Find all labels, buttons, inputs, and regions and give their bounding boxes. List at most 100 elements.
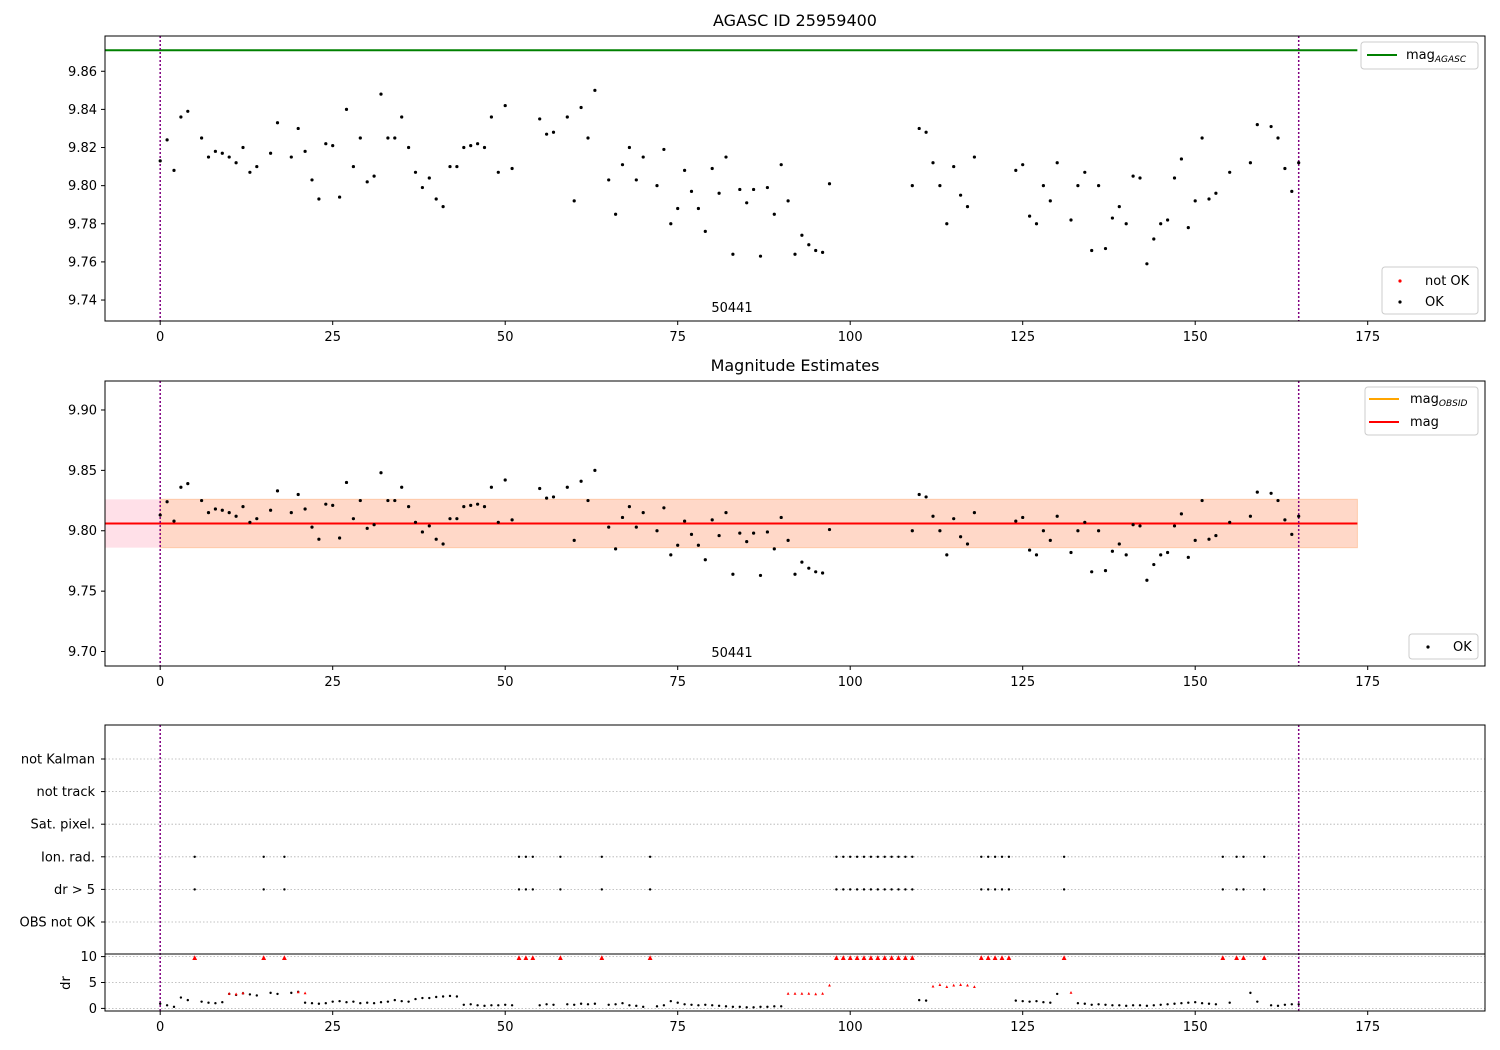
- dr-not-ok-point: [523, 955, 529, 961]
- flag-point: [1242, 888, 1245, 891]
- ok-point: [234, 161, 238, 165]
- ok-point: [1179, 512, 1183, 516]
- ok-point: [1034, 222, 1039, 226]
- ok-point: [669, 553, 673, 557]
- dr-not-ok-point: [973, 985, 976, 989]
- dr-ok-point: [1049, 1001, 1052, 1004]
- flag-point: [193, 855, 196, 858]
- flag-point: [1235, 855, 1238, 858]
- dr-ok-point: [1118, 1004, 1121, 1007]
- ok-point: [710, 166, 714, 171]
- ok-point: [503, 478, 507, 482]
- dr-not-ok-point: [793, 991, 797, 995]
- dr-ok-point: [1194, 1000, 1197, 1004]
- ok-point: [338, 195, 342, 199]
- ok-point: [441, 542, 445, 546]
- ok-point: [593, 88, 597, 92]
- flag-point: [193, 888, 196, 891]
- dr-not-ok-point: [1061, 955, 1067, 961]
- ok-point: [696, 543, 701, 547]
- ok-point: [1200, 498, 1204, 503]
- ok-point: [289, 155, 293, 159]
- ok-point: [579, 479, 583, 483]
- dr-ok-point: [359, 1002, 362, 1005]
- dr-ok-point: [345, 1000, 348, 1004]
- flag-point: [980, 888, 983, 891]
- flag-point: [897, 888, 900, 891]
- ok-point: [814, 248, 818, 253]
- y-tick-label: 5: [89, 976, 97, 991]
- dr-ok-point: [386, 1000, 390, 1003]
- ok-point: [779, 515, 783, 520]
- dr-ok-point: [407, 1000, 410, 1003]
- flag-point: [517, 888, 521, 891]
- dr-not-ok-point: [282, 955, 287, 961]
- dr-ok-point: [393, 998, 396, 1002]
- dr-ok-point: [1276, 1004, 1280, 1008]
- dr-not-ok-point: [854, 955, 860, 961]
- dr-ok-point: [711, 1004, 714, 1007]
- ok-point: [469, 503, 473, 507]
- dr-ok-point: [165, 1004, 169, 1007]
- ok-point: [1297, 161, 1301, 165]
- ok-point: [1048, 199, 1052, 203]
- ok-point: [1276, 136, 1280, 140]
- dr-ok-point: [214, 1002, 217, 1005]
- y-tick-label: 9.74: [68, 294, 97, 309]
- ok-point: [1117, 542, 1121, 546]
- x-tick-label: 0: [156, 1020, 164, 1035]
- dr-ok-point: [1125, 1004, 1128, 1008]
- y-tick-label: 9.85: [68, 464, 97, 479]
- ok-point: [1021, 515, 1025, 520]
- ok-point: [1200, 136, 1204, 140]
- ok-point: [255, 517, 259, 521]
- ok-point: [669, 222, 673, 226]
- ok-point: [952, 164, 956, 169]
- flag-point: [862, 855, 866, 858]
- ok-point: [1138, 176, 1142, 180]
- ok-point: [1097, 529, 1101, 533]
- ok-point: [779, 163, 783, 167]
- ok-point: [200, 498, 204, 503]
- ok-point: [938, 184, 942, 188]
- x-tick-label: 75: [669, 1020, 686, 1035]
- x-tick-label: 25: [324, 330, 341, 345]
- ok-point: [386, 136, 390, 140]
- ok-point: [1110, 549, 1114, 553]
- y-tick-label: 9.84: [68, 103, 97, 118]
- ok-point: [455, 517, 459, 521]
- ok-point: [1276, 498, 1280, 503]
- flag-point: [904, 855, 907, 858]
- ok-point: [827, 182, 832, 186]
- ok-point: [1283, 518, 1287, 522]
- ok-point: [324, 502, 328, 506]
- ok-point: [1083, 520, 1087, 524]
- flag-point: [855, 888, 859, 891]
- ok-point: [1124, 222, 1128, 226]
- y-tick-label: 9.90: [68, 403, 97, 418]
- ok-point: [310, 178, 314, 182]
- ok-point: [662, 506, 666, 510]
- ok-point: [1103, 246, 1108, 251]
- dr-not-ok-point: [821, 991, 824, 995]
- y-tick-label: 10: [80, 950, 97, 965]
- ok-point: [317, 197, 321, 201]
- ok-point: [786, 199, 790, 203]
- ok-point: [586, 498, 590, 503]
- ok-point: [662, 147, 666, 152]
- dr-not-ok-point: [1220, 955, 1226, 961]
- y-tick-label: 9.80: [68, 524, 97, 539]
- ok-point: [641, 511, 645, 515]
- dr-not-ok-point: [1261, 955, 1267, 961]
- plot-frame: [104, 35, 1486, 322]
- ok-point: [607, 525, 611, 529]
- dr-not-ok-point: [889, 955, 894, 961]
- ok-point: [206, 155, 211, 159]
- plot-frame: [104, 724, 1486, 1012]
- ok-point: [689, 189, 694, 193]
- ok-point: [344, 480, 349, 485]
- legend-status: not OK OK: [1381, 266, 1479, 315]
- ok-point: [358, 498, 362, 503]
- observation-annotation: 50441: [711, 646, 752, 661]
- dr-not-ok-point: [599, 955, 605, 961]
